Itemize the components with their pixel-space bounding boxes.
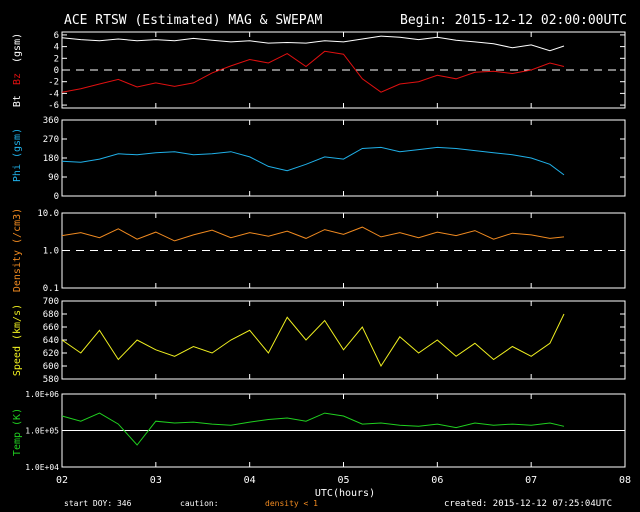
x-axis-label: UTC(hours) [315,488,375,499]
density-panel: 10.0 1.0 0.1 [37,209,626,294]
speed-frame [61,300,626,380]
panels-group: 6 42 0 -2-4 -6 360 270 180 90 0 10.0 1.0 0.1 700 680 66… [25,31,626,472]
speed-ytick-label: 700 [43,297,59,307]
phi-panel: 360 270 180 90 0 [43,116,626,202]
phi-frame [61,119,626,197]
speed-ytick-label: 660 [43,323,59,333]
density-series-density [61,226,565,242]
phi-ytick-label: 180 [43,154,59,164]
speed-label: Speed (km/s) [12,304,23,376]
density-ytick-label: 1.0 [43,247,59,257]
phi-ytick-label: 360 [43,116,59,126]
density-ytick-label: 0.1 [43,284,59,294]
speed-ytick-label: 580 [43,375,59,385]
temp-label: Temp (K) [12,408,23,456]
temp-ytick-label: 1.0E+06 [25,390,59,399]
temp-ytick-label: 1.0E+05 [25,427,59,436]
speed-panel: 700 680 660 640 620 600 580 [43,297,626,385]
phi-label: Phi (gsm) [12,128,23,182]
speed-ytick-label: 620 [43,349,59,359]
svg-text:Bt Bz (gsm): Bt Bz (gsm) [12,33,23,107]
bt-bz-series-bt [61,35,565,52]
speed-series-speed [61,313,565,368]
x-tick-label: 04 [244,475,256,486]
temp-series-temp [61,412,565,446]
temp-panel: 1.0E+06 1.0E+05 1.0E+04 [25,390,626,472]
bt-bz-ytick-label: -6 [48,101,59,111]
chart-title: ACE RTSW (Estimated) MAG & SWEPAM [64,13,322,28]
density-ytick-label: 10.0 [37,209,59,219]
phi-series-phi [61,146,565,176]
bt-bz-ytick-label: 0 [54,66,59,76]
density-label: Density (/cm3) [12,208,23,292]
phi-ytick-label: 90 [48,173,59,183]
bt-bz-ytick-label: 2 [54,54,59,64]
bz-label-text: Bz [12,73,23,85]
bt-bz-series-bz [61,50,565,93]
phi-ytick-label: 0 [54,192,59,202]
bt-bz-ytick-label: 4 [54,43,59,53]
created-time: created: 2015-12-12 07:25:04UTC [444,499,612,509]
temp-ytick-label: 1.0E+04 [25,463,59,472]
bt-bz-ytick-label: -4 [48,89,59,99]
bt-label-text: Bt [12,95,23,107]
phi-ytick-label: 270 [43,135,59,145]
speed-ytick-label: 680 [43,310,59,320]
begin-time: Begin: 2015-12-12 02:00:00UTC [400,13,627,28]
start-doy: start DOY: 346 [64,499,132,508]
x-tick-label: 07 [525,475,537,486]
bt-bz-ytick-label: -2 [48,78,59,88]
density-caution: density < 1 [265,499,318,508]
x-tick-labels: 02 03 04 05 06 07 08 [56,475,631,486]
speed-ytick-label: 600 [43,362,59,372]
x-tick-label: 08 [619,475,631,486]
x-tick-label: 05 [337,475,349,486]
x-tick-label: 06 [431,475,443,486]
bt-bz-unit-text: (gsm) [12,33,23,63]
speed-ytick-label: 640 [43,336,59,346]
x-tick-label: 02 [56,475,68,486]
x-tick-label: 03 [150,475,162,486]
bt-bz-panel: 6 42 0 -2-4 -6 [48,31,626,111]
caution-label: caution: [180,499,219,508]
bt-bz-ytick-label: 6 [54,31,59,41]
bt-bz-label: Bt Bz (gsm) [12,33,23,107]
